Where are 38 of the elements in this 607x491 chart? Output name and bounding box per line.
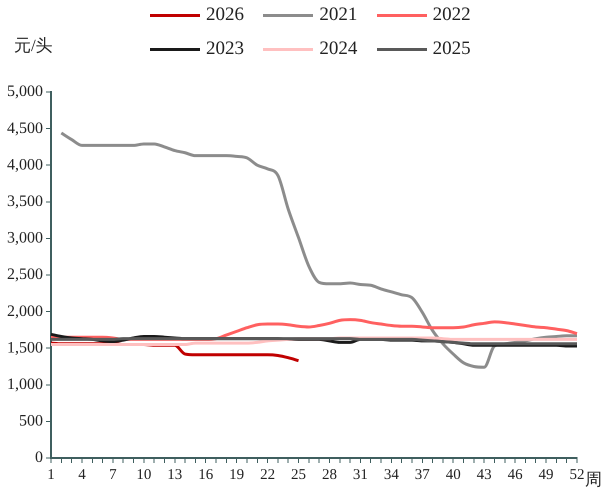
legend-label: 2023	[206, 38, 244, 60]
legend-label: 2021	[319, 4, 358, 26]
x-tick-label: 10	[136, 466, 152, 483]
x-tick-label: 34	[384, 466, 400, 483]
legend-label: 2024	[319, 38, 358, 60]
x-tick-label: 49	[538, 466, 554, 483]
x-tick-label: 13	[167, 466, 182, 483]
y-tick-label: 1,500	[7, 339, 43, 356]
legend-label: 2022	[432, 4, 471, 26]
x-tick-label: 16	[198, 466, 214, 483]
y-tick-label: 5,000	[7, 83, 43, 100]
line-series	[60, 131, 578, 369]
y-tick-label: 2,000	[7, 302, 43, 320]
y-tick-label: 500	[19, 412, 43, 430]
x-tick-label: 37	[414, 466, 430, 483]
x-tick-label: 43	[476, 466, 492, 483]
x-tick-label: 31	[352, 466, 368, 483]
x-tick-label: 25	[291, 466, 306, 483]
x-tick-label: 19	[229, 466, 244, 483]
x-tick-label: 52	[570, 466, 584, 483]
y-tick-label: 1,000	[7, 376, 43, 394]
x-tick-label: 28	[322, 466, 337, 483]
x-tick-label: 46	[508, 466, 524, 483]
y-tick-label: 3,000	[7, 230, 43, 247]
x-tick-label: 7	[109, 466, 118, 483]
x-tick-label: 40	[446, 466, 461, 483]
y-tick-label: 4,000	[7, 156, 43, 174]
y-axis-title: 元/头	[14, 35, 53, 57]
x-tick-label: 22	[260, 466, 276, 483]
y-tick-label: 3,500	[7, 193, 43, 210]
legend-label: 2026	[206, 4, 244, 26]
y-tick-label: 2,500	[7, 266, 43, 284]
x-tick-label: 1	[47, 466, 55, 483]
y-tick-label: 0	[35, 449, 43, 466]
x-axis-title: 周	[585, 469, 602, 491]
y-tick-label: 4,500	[7, 120, 43, 137]
legend-label: 2025	[432, 38, 471, 60]
x-tick-label: 4	[78, 466, 86, 483]
